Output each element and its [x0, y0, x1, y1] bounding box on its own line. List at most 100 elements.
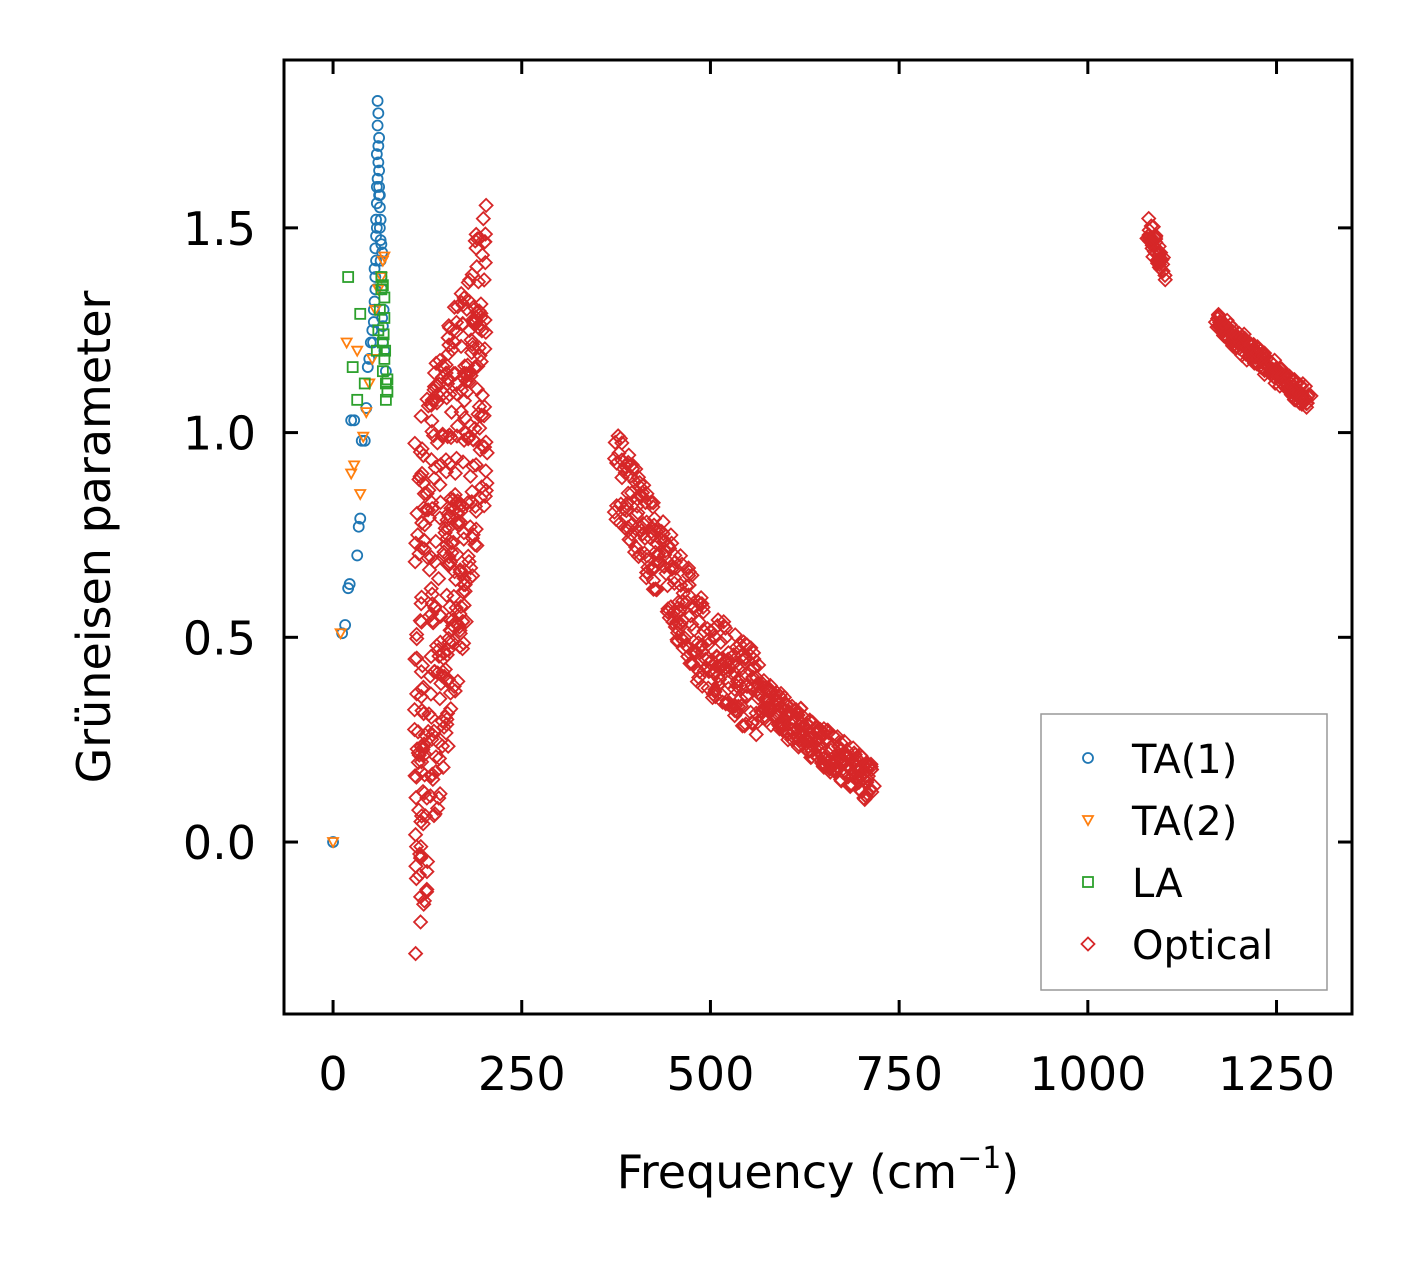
data-point	[426, 378, 443, 395]
data-point	[373, 189, 386, 202]
data-point	[370, 221, 383, 234]
data-point	[471, 420, 488, 436]
data-point	[434, 738, 451, 754]
data-point	[361, 361, 374, 373]
data-point	[408, 838, 425, 855]
y-tick-label: 0.0	[183, 816, 256, 870]
data-point	[350, 345, 364, 358]
data-point	[348, 414, 361, 427]
data-point	[714, 694, 731, 710]
data-point	[344, 468, 358, 481]
data-point	[685, 598, 702, 614]
data-point	[369, 271, 382, 283]
data-point	[423, 731, 440, 748]
data-point	[432, 785, 448, 802]
data-point	[406, 721, 423, 738]
data-point	[409, 527, 426, 543]
legend-label: Optical	[1132, 923, 1273, 969]
data-point	[446, 299, 463, 315]
data-point	[799, 716, 815, 733]
data-point	[423, 606, 440, 622]
data-point	[694, 595, 710, 612]
data-point	[710, 668, 726, 684]
data-point	[455, 454, 471, 470]
data-point	[432, 494, 449, 511]
data-point	[370, 148, 383, 161]
data-point	[340, 337, 354, 350]
data-point	[745, 669, 761, 685]
data-point	[455, 613, 471, 630]
data-point	[767, 687, 784, 703]
data-point	[441, 455, 458, 472]
data-point	[346, 361, 359, 373]
data-point	[326, 837, 340, 849]
data-point	[413, 808, 430, 824]
data-point	[442, 554, 459, 570]
data-point	[409, 505, 425, 522]
data-point	[414, 465, 430, 482]
data-point	[416, 485, 433, 502]
data-point	[432, 510, 448, 526]
data-point	[424, 423, 440, 440]
legend-item: LA	[1082, 861, 1183, 907]
data-point	[408, 769, 425, 785]
data-point	[1255, 348, 1272, 364]
data-point	[614, 469, 630, 486]
data-point	[407, 435, 423, 452]
data-layer	[326, 95, 1319, 962]
data-point	[375, 238, 388, 251]
data-point	[1151, 238, 1167, 255]
data-point	[829, 728, 846, 745]
data-point	[408, 789, 424, 806]
data-point	[424, 596, 441, 612]
y-tick-label: 1.5	[183, 202, 256, 256]
data-point	[356, 431, 370, 444]
data-point	[351, 393, 364, 406]
data-point	[352, 520, 365, 533]
data-point	[457, 583, 473, 600]
data-point	[375, 271, 388, 283]
data-point	[428, 763, 444, 780]
data-point	[453, 285, 470, 302]
data-point	[477, 226, 494, 242]
data-point	[342, 271, 355, 283]
data-point	[656, 546, 673, 563]
data-point	[457, 576, 473, 593]
data-point	[416, 767, 433, 783]
data-point	[1157, 271, 1174, 288]
data-point	[463, 367, 479, 384]
data-point	[417, 746, 433, 762]
data-point	[379, 344, 392, 357]
data-point	[474, 438, 491, 455]
data-point	[347, 460, 361, 473]
data-point	[764, 702, 780, 718]
data-point	[618, 498, 635, 515]
legend-marker	[1081, 815, 1095, 827]
data-point	[464, 493, 480, 510]
data-point	[353, 489, 367, 501]
data-point	[371, 172, 384, 185]
data-point	[862, 781, 879, 797]
data-point	[407, 651, 423, 667]
data-point	[470, 273, 487, 290]
data-point	[863, 758, 879, 775]
legend: TA(1) TA(2) LA Optical	[1040, 713, 1328, 991]
legend-label: TA(2)	[1131, 799, 1237, 845]
data-point	[657, 543, 673, 559]
x-tick-label: 0	[318, 1047, 347, 1101]
data-point	[715, 613, 732, 630]
data-point	[836, 733, 852, 750]
data-point	[453, 598, 469, 615]
data-point	[465, 311, 482, 327]
data-point	[712, 634, 729, 651]
data-point	[792, 700, 809, 717]
data-point	[415, 815, 431, 832]
data-point	[725, 656, 741, 673]
data-point	[441, 337, 457, 353]
data-point	[408, 626, 425, 643]
data-point	[377, 328, 390, 341]
data-point	[833, 773, 850, 789]
data-point	[854, 749, 870, 766]
data-point	[373, 181, 386, 193]
data-point	[620, 485, 636, 502]
